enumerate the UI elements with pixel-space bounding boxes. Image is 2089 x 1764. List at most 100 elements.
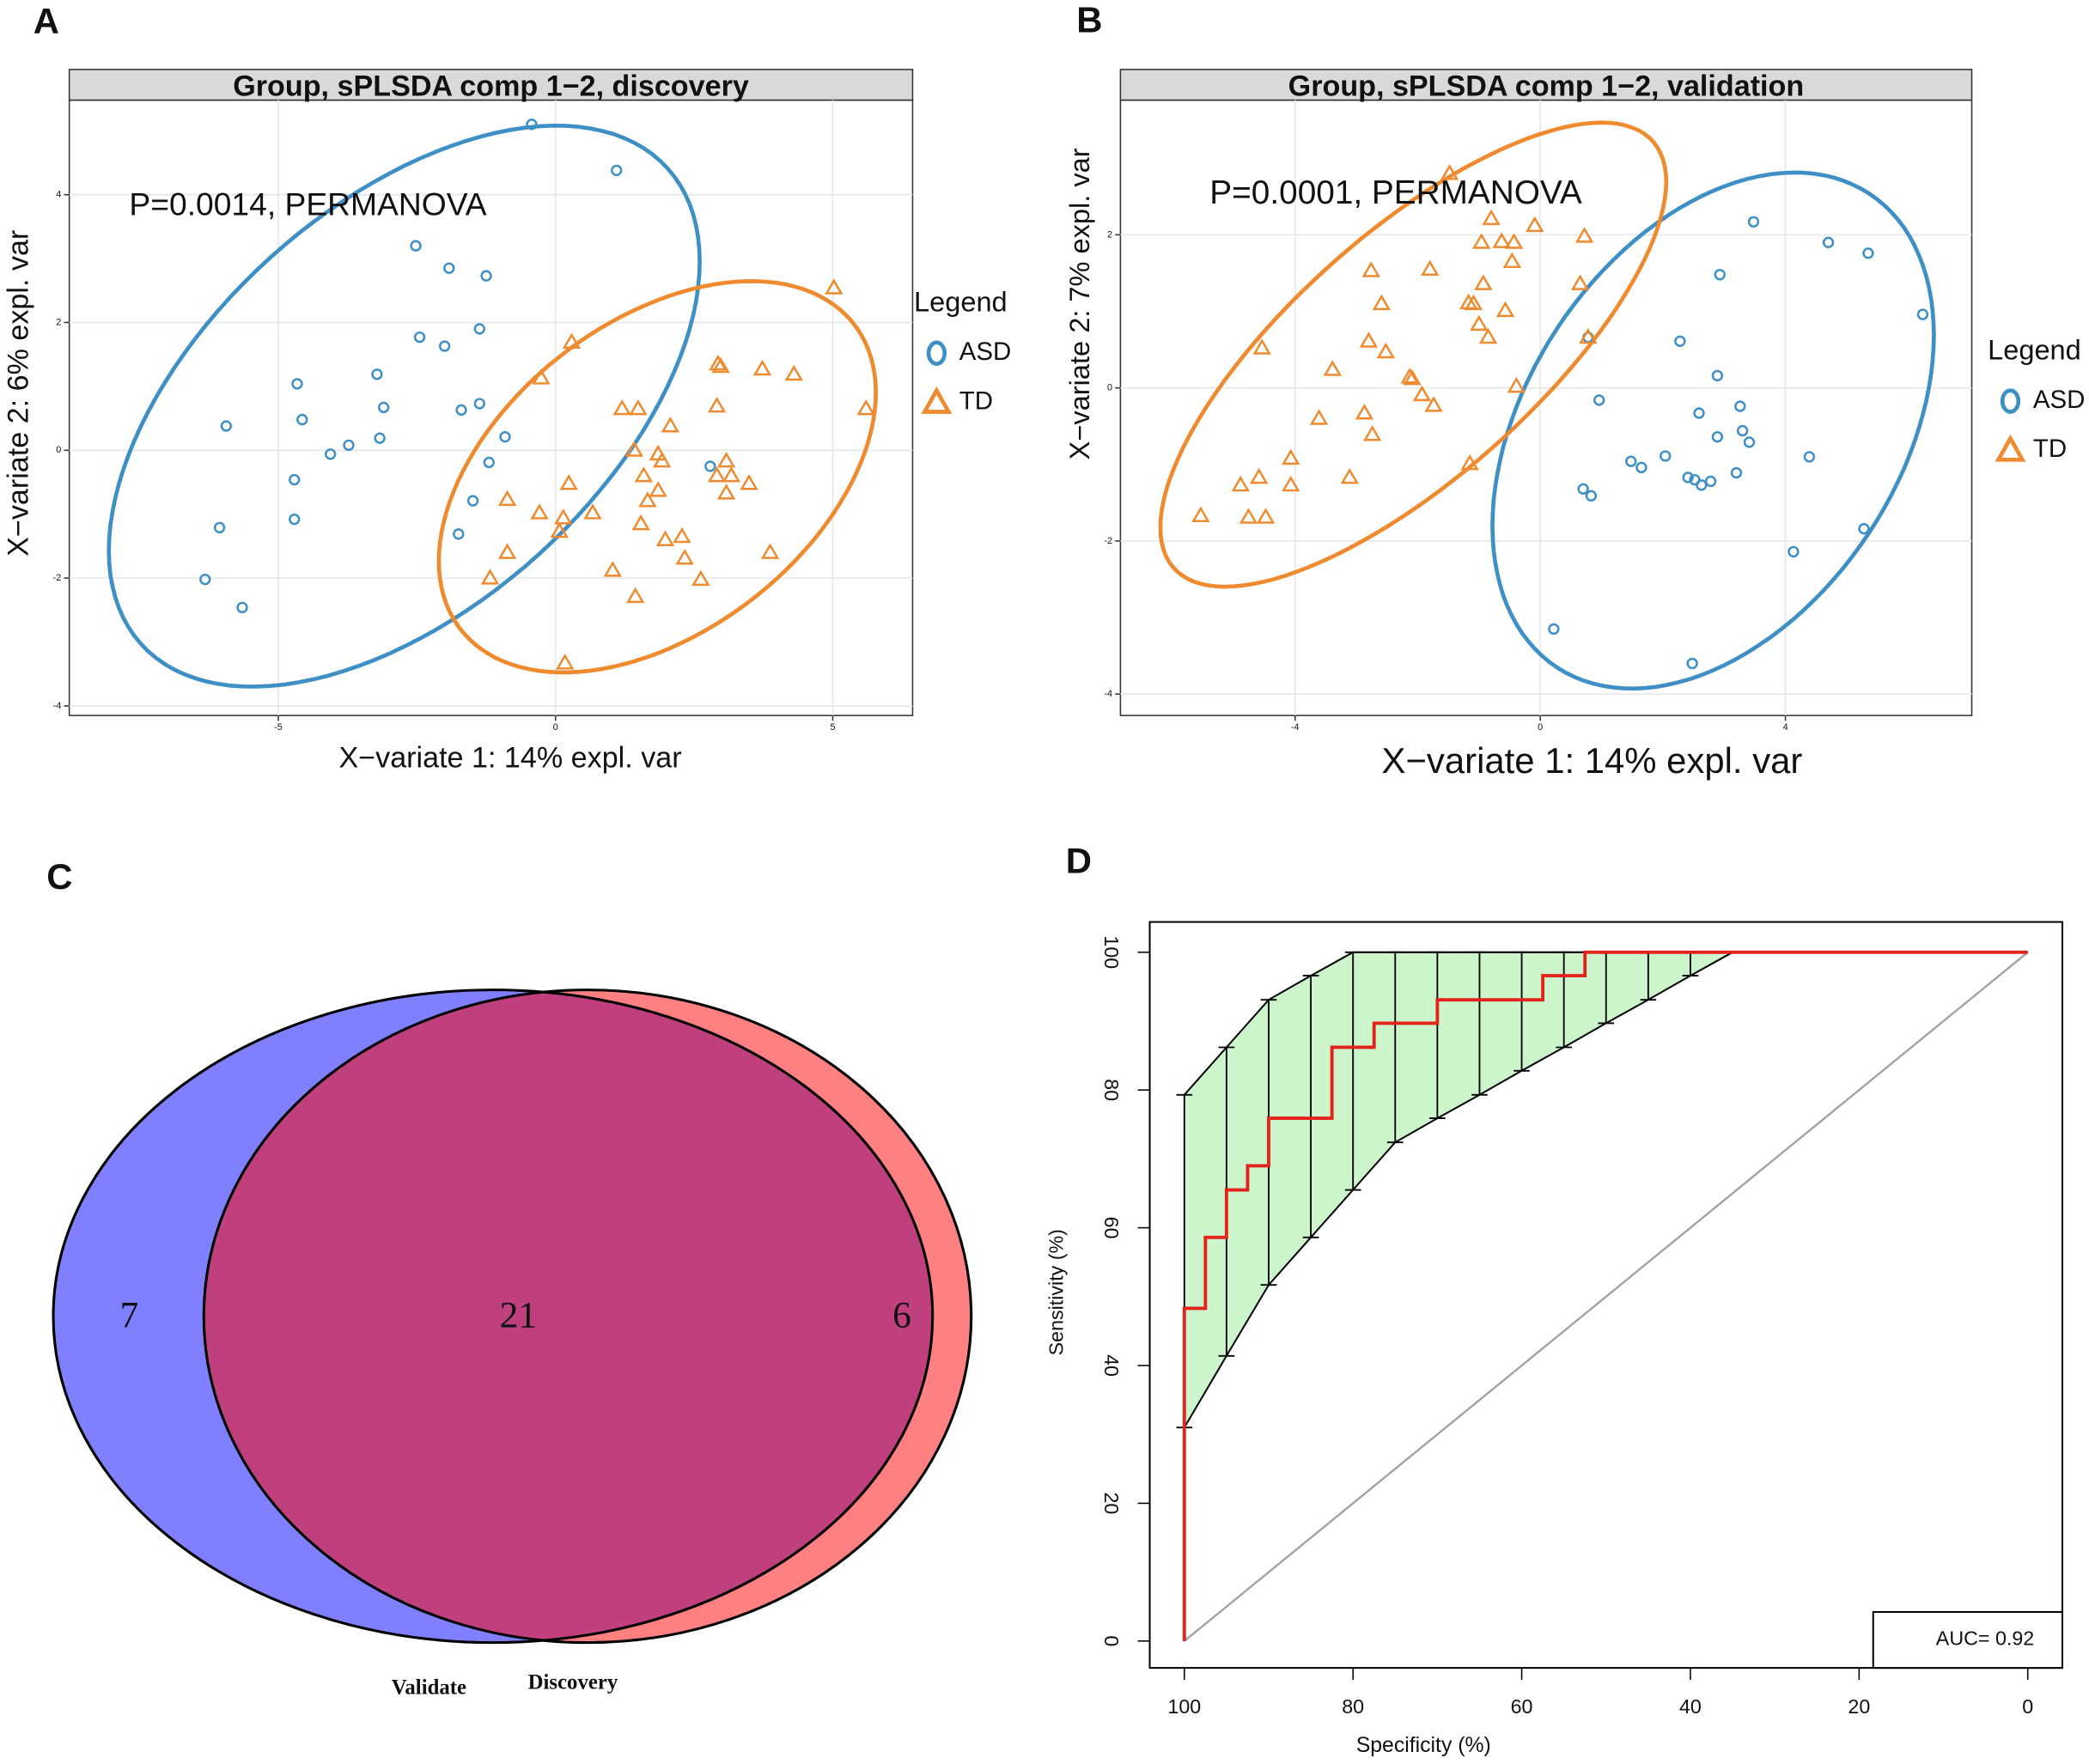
y-tick-label: -4: [53, 701, 62, 711]
point: [856, 398, 875, 416]
point: [1862, 247, 1874, 259]
point: [413, 331, 426, 344]
x-tick-label: 5: [830, 722, 835, 733]
y-tick-label: 0: [1107, 383, 1112, 393]
confidence-ellipse: [436, 279, 878, 675]
point: [483, 456, 495, 469]
point: [1249, 467, 1269, 484]
error-bar: [1556, 951, 1572, 1049]
ci-band: [1184, 952, 1733, 1428]
point: [653, 451, 672, 468]
point: [603, 561, 622, 577]
point: [473, 323, 485, 335]
point: [374, 432, 386, 444]
point: [1548, 623, 1560, 636]
point: [1252, 338, 1271, 355]
point: [1256, 508, 1276, 524]
point: [410, 240, 422, 252]
y-tick-label: -2: [53, 573, 62, 583]
point: [716, 484, 736, 500]
set-label: Validate: [392, 1676, 466, 1700]
point: [1323, 360, 1342, 376]
point: [1492, 232, 1511, 248]
set-value: 7: [120, 1295, 139, 1336]
point: [1355, 404, 1374, 420]
title-strip: [68, 69, 914, 101]
point: [661, 417, 680, 433]
point: [220, 420, 232, 432]
annotation: AUC= 0.92: [1936, 1627, 2034, 1650]
point: [711, 356, 730, 374]
point: [289, 473, 301, 486]
point: [1689, 473, 1701, 486]
point: [1472, 233, 1491, 249]
point: [1474, 274, 1493, 290]
point: [1191, 506, 1210, 522]
point: [1464, 294, 1483, 311]
point: [583, 503, 602, 520]
point: [1916, 308, 1929, 320]
point: [473, 398, 485, 410]
roc-curve: [1182, 950, 2028, 1641]
point: [1579, 327, 1598, 344]
point: [752, 359, 772, 376]
point: [1372, 294, 1392, 311]
x-tick-label: 100: [1167, 1695, 1201, 1718]
point: [825, 278, 844, 295]
point: [634, 466, 654, 483]
point: [1593, 394, 1605, 406]
point: [649, 481, 667, 497]
point: [1858, 522, 1870, 535]
y-tick-label: -4: [1104, 689, 1112, 699]
point: [1822, 236, 1835, 248]
set-outline: [52, 988, 935, 1645]
point: [556, 654, 575, 670]
point: [480, 569, 500, 585]
point: [371, 368, 383, 380]
point: [722, 466, 741, 483]
point: [1495, 301, 1515, 318]
point: [673, 526, 691, 544]
point: [1788, 545, 1800, 558]
x-axis-label: Specificity (%): [1356, 1734, 1491, 1757]
point: [455, 404, 467, 417]
point: [612, 398, 631, 416]
point: [1400, 368, 1419, 384]
point: [1625, 455, 1637, 467]
point: [526, 119, 538, 131]
panel-letter: A: [33, 1, 59, 41]
plot-box: [1148, 921, 2063, 1670]
chart-title: Group, sPLSDA comp 1−2, validation: [1288, 70, 1805, 103]
point: [213, 521, 226, 534]
point: [1711, 431, 1724, 443]
y-tick-label: 20: [1100, 1492, 1123, 1514]
legend-marker: [926, 340, 947, 366]
point: [1570, 274, 1590, 290]
point: [1440, 164, 1459, 180]
point: [1502, 252, 1522, 269]
point: [624, 441, 644, 457]
point: [1504, 233, 1524, 249]
point: [1361, 261, 1380, 277]
point: [1803, 451, 1816, 463]
point: [1239, 508, 1258, 524]
set-label: Discovery: [528, 1670, 618, 1694]
point: [480, 270, 492, 282]
x-tick-label: -5: [274, 722, 283, 733]
x-tick-label: 60: [1511, 1695, 1533, 1718]
point: [1376, 342, 1396, 359]
x-tick-label: 80: [1342, 1695, 1364, 1718]
point: [443, 262, 455, 274]
point: [550, 521, 569, 538]
point: [1282, 475, 1300, 492]
set-value: 6: [892, 1295, 911, 1336]
y-tick-label: 2: [1107, 229, 1112, 240]
intersection-value: 21: [500, 1295, 537, 1336]
y-tick-label: 100: [1100, 935, 1123, 969]
point: [199, 573, 211, 586]
point: [325, 448, 337, 460]
point: [1340, 467, 1359, 484]
point: [629, 398, 648, 416]
y-tick-label: 2: [56, 317, 61, 327]
point: [1696, 479, 1708, 491]
